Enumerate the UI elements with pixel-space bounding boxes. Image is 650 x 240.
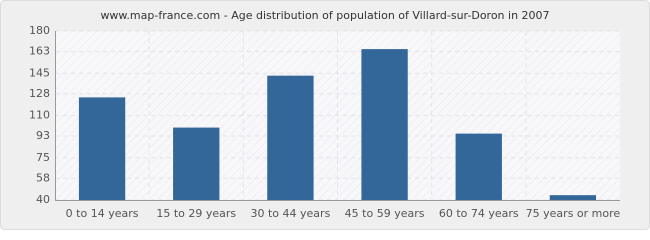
bar xyxy=(267,75,314,200)
x-tick-label: 75 years or more xyxy=(526,207,621,220)
y-tick-label: 75 xyxy=(36,151,50,164)
x-tick-label: 60 to 74 years xyxy=(439,207,519,220)
page: www.map-france.com - Age distribution of… xyxy=(0,0,650,230)
y-tick-label: 110 xyxy=(29,109,50,122)
x-tick-label: 30 to 44 years xyxy=(251,207,331,220)
y-tick-label: 180 xyxy=(29,24,50,37)
y-tick-label: 145 xyxy=(29,66,50,79)
y-tick-label: 40 xyxy=(36,193,50,206)
bar xyxy=(78,97,126,200)
bar xyxy=(173,127,220,200)
y-tick-label: 163 xyxy=(29,45,50,58)
x-tick-label: 0 to 14 years xyxy=(66,207,139,220)
x-tick-label: 45 to 59 years xyxy=(345,207,425,220)
x-tick-label: 15 to 29 years xyxy=(156,207,236,220)
y-tick-label: 128 xyxy=(29,87,50,100)
chart-title: www.map-france.com - Age distribution of… xyxy=(100,9,549,22)
y-tick-label: 93 xyxy=(36,129,50,142)
y-tick-label: 58 xyxy=(36,171,50,184)
bar xyxy=(549,195,597,200)
bar xyxy=(455,133,502,200)
bar xyxy=(361,49,408,200)
chart: www.map-france.com - Age distribution of… xyxy=(0,0,650,230)
